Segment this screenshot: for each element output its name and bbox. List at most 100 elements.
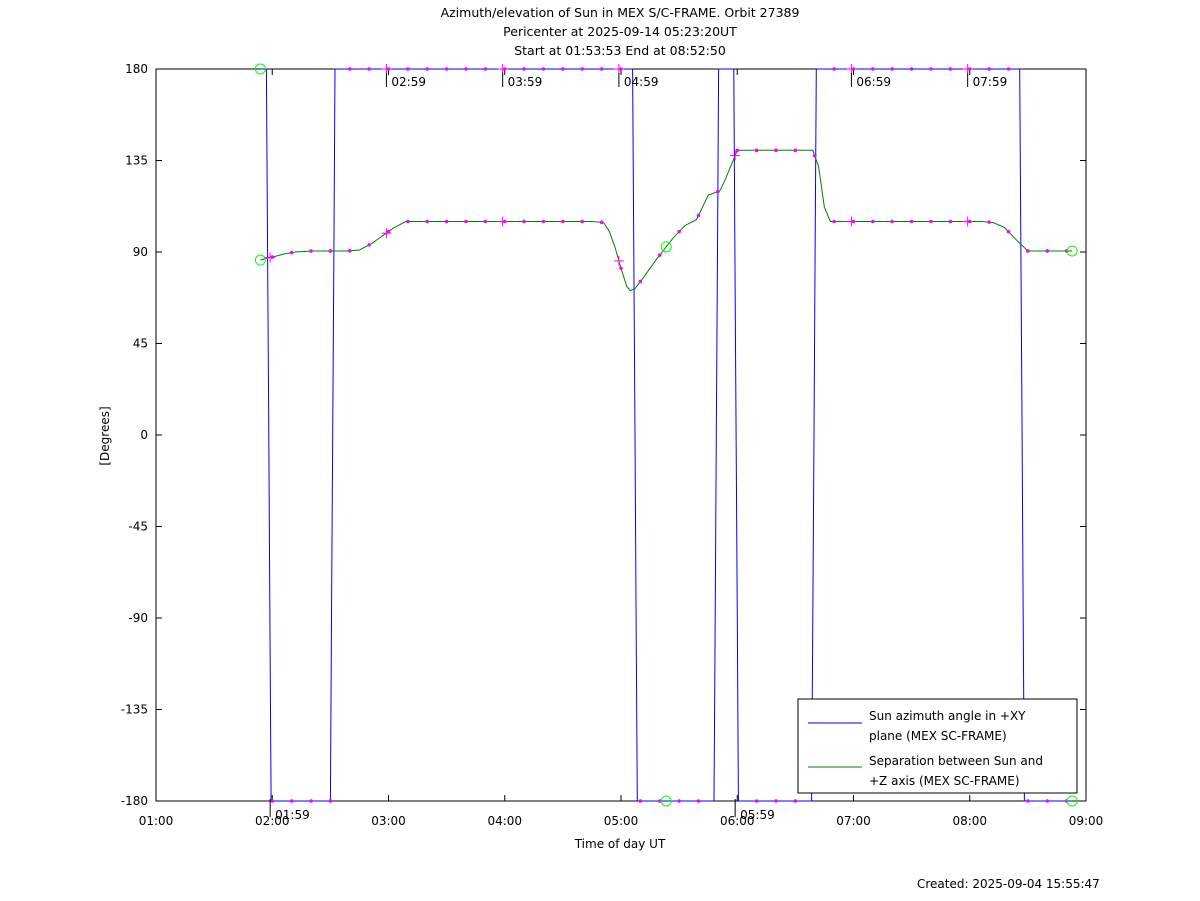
y-tick-label: 180 (125, 62, 148, 76)
separation-dot-marker (890, 219, 895, 224)
separation-dot-marker (522, 219, 526, 224)
separation-dot-marker (832, 219, 836, 224)
separation-dot-marker (735, 148, 740, 153)
azimuth-dot-marker (948, 67, 953, 71)
azimuth-dot-marker (580, 67, 585, 71)
hour-marker-label: 05:59 (740, 808, 775, 822)
event-circle (254, 63, 266, 75)
azimuth-dot-marker (367, 67, 371, 71)
x-axis-label: Time of day UT (574, 837, 666, 851)
legend: Sun azimuth angle in +XY plane (MEX SC-F… (797, 698, 1078, 794)
azimuth-dot-marker (541, 67, 546, 71)
azimuth-series-line (260, 68, 1073, 802)
separation-dot-marker (696, 213, 701, 218)
y-tick-label: 45 (133, 337, 148, 351)
azimuth-dot-marker (832, 67, 836, 71)
legend-box (797, 698, 1078, 794)
hour-marker-label: 04:59 (624, 75, 659, 89)
azimuth-dot-marker (696, 799, 701, 803)
azimuth-dot-marker (890, 67, 895, 71)
separation-dot-marker (444, 219, 449, 224)
separation-dot-marker (716, 189, 720, 194)
azimuth-dot-marker (774, 799, 778, 803)
separation-dot-marker (425, 219, 430, 224)
x-tick-label: 05:00 (604, 814, 639, 828)
separation-dot-marker (1045, 249, 1050, 253)
legend-label-separation-line-1: Separation between Sun and (869, 754, 1043, 768)
hour-marker-label: 06:59 (856, 75, 891, 89)
x-tick-label: 08:00 (952, 814, 987, 828)
azimuth-dot-marker (444, 67, 449, 71)
azimuth-dot-marker (522, 67, 526, 71)
x-tick-label: 02:00 (255, 814, 290, 828)
azimuth-dot-marker (638, 799, 643, 803)
event-circle (1066, 795, 1078, 807)
y-tick-label: 0 (140, 428, 148, 442)
legend-label-azimuth-line-2: plane (MEX SC-FRAME) (869, 729, 1007, 743)
separation-dot-marker (657, 253, 662, 257)
azimuth-dot-marker (929, 67, 933, 71)
hour-marker-label: 01:59 (275, 808, 310, 822)
azimuth-dot-marker (483, 67, 488, 71)
y-tick-label: -180 (121, 794, 148, 808)
y-tick-label: -45 (128, 520, 148, 534)
azimuth-dot-marker (270, 799, 275, 803)
x-tick-label: 06:00 (720, 814, 755, 828)
created-timestamp: Created: 2025-09-04 15:55:47 (917, 877, 1100, 891)
y-tick-label: -90 (128, 611, 148, 625)
separation-dot-marker (948, 219, 953, 224)
separation-dot-marker (347, 249, 352, 253)
event-circle (660, 241, 672, 253)
azimuth-dot-marker (657, 799, 662, 803)
azimuth-dot-marker (754, 799, 759, 803)
separation-dot-marker (774, 148, 778, 153)
plot-area: 180 135 90 45 0 -45 -90 -135 -180 01:00 02:00 03:00… (121, 62, 1104, 828)
separation-dot-marker (599, 220, 604, 225)
azimuth-dot-marker (599, 67, 604, 71)
plot-frame (155, 68, 1087, 802)
separation-dot-marker (483, 219, 488, 224)
chart-title-line-2: Pericenter at 2025-09-14 05:23:20UT (503, 24, 737, 39)
separation-dot-marker (1006, 229, 1011, 234)
azimuth-dot-marker (309, 799, 313, 803)
legend-label-azimuth-line-1: Sun azimuth angle in +XY (869, 709, 1026, 723)
y-tick-label: 135 (125, 154, 148, 168)
azimuth-dot-marker (1026, 799, 1030, 803)
x-tick-label: 09:00 (1069, 814, 1104, 828)
x-tick-label: 03:00 (371, 814, 406, 828)
azimuth-dot-marker (871, 67, 875, 71)
hour-marker-label: 03:59 (508, 75, 543, 89)
separation-dot-marker (754, 148, 759, 153)
separation-dot-marker (619, 266, 623, 271)
y-tick-label: 90 (133, 245, 148, 259)
separation-dot-marker (309, 249, 313, 253)
separation-dot-marker (386, 229, 391, 234)
separation-dot-marker (677, 229, 681, 234)
azimuth-dot-marker (1006, 67, 1011, 71)
azimuth-dot-marker (328, 799, 333, 803)
azimuth-dot-marker (425, 67, 430, 71)
separation-dot-marker (580, 219, 585, 224)
azimuth-dot-marker (1064, 799, 1069, 803)
title-block: Azimuth/elevation of Sun in MEX S/C-FRAM… (441, 5, 800, 58)
separation-dot-marker (871, 219, 875, 224)
y-tick-label: -135 (121, 703, 148, 717)
separation-dot-marker (638, 279, 643, 284)
x-tick-label: 07:00 (836, 814, 871, 828)
event-circle (660, 795, 672, 807)
x-tick-label: 04:00 (487, 814, 522, 828)
separation-dot-marker (541, 219, 546, 224)
separation-dot-marker (987, 220, 991, 224)
separation-dot-marker (1026, 249, 1030, 253)
azimuth-dot-marker (406, 67, 410, 71)
separation-dot-marker (812, 153, 817, 158)
azimuth-dot-marker (289, 799, 294, 803)
y-axis-label: [Degrees] (98, 406, 112, 465)
azimuth-dot-marker (561, 67, 565, 71)
separation-dot-marker (289, 250, 294, 255)
azimuth-dot-marker (347, 67, 352, 71)
azimuth-dot-marker (987, 67, 991, 71)
separation-dot-marker (929, 219, 933, 224)
azimuth-dot-marker (1045, 799, 1050, 803)
